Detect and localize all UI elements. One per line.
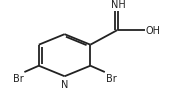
Text: Br: Br bbox=[13, 73, 23, 83]
Text: N: N bbox=[61, 79, 68, 89]
Text: Br: Br bbox=[106, 73, 116, 83]
Text: OH: OH bbox=[146, 26, 161, 36]
Text: NH: NH bbox=[111, 0, 126, 10]
